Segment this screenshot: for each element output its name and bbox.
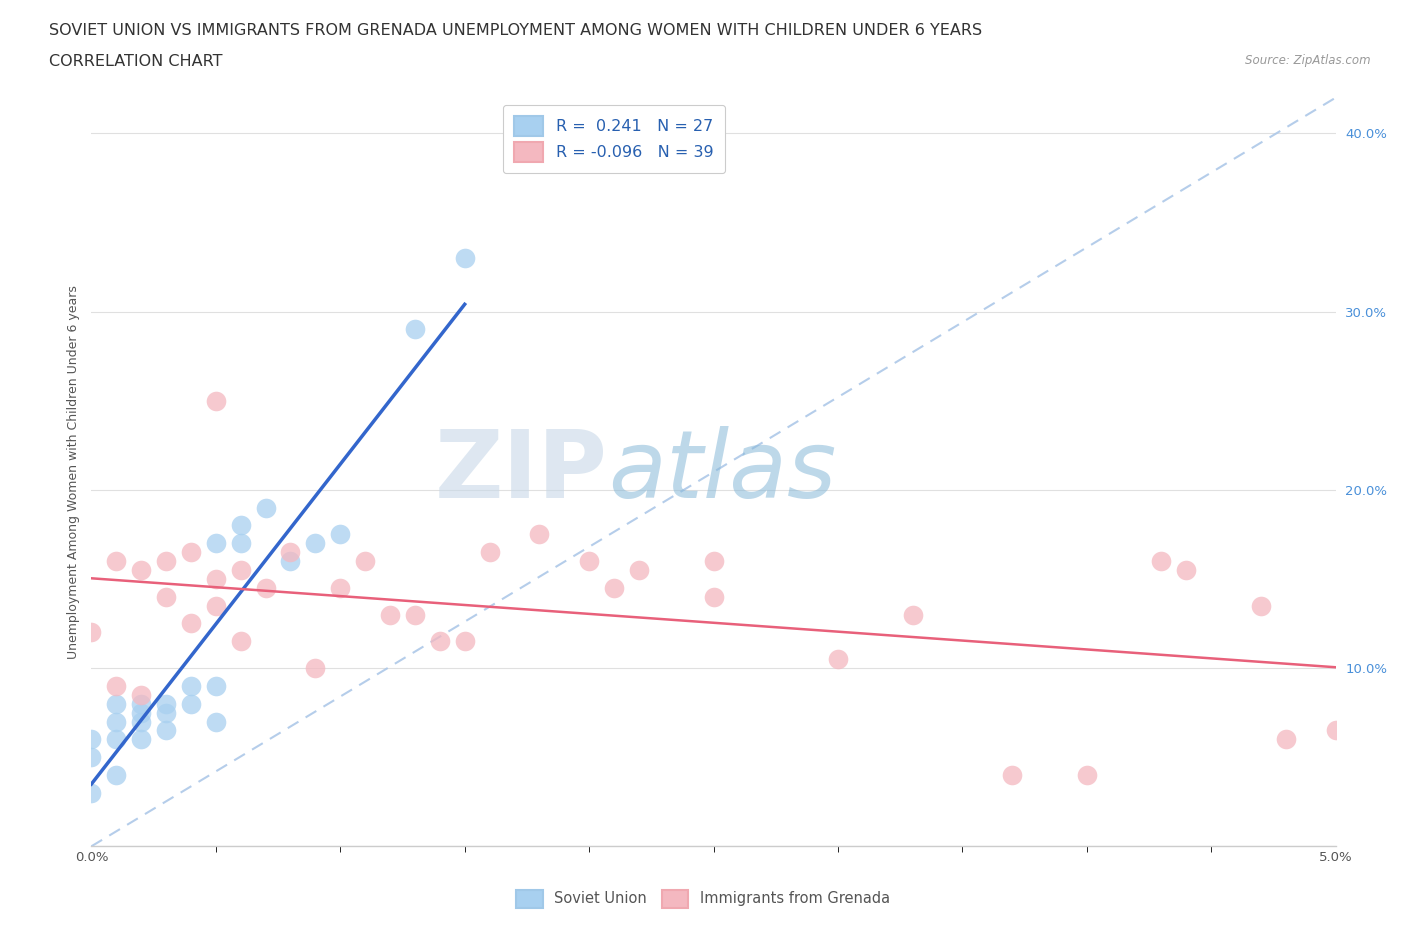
Point [329, 527, 352, 542]
Point [205, 679, 228, 694]
Point [404, 607, 426, 622]
Point [254, 580, 277, 595]
Point [280, 553, 302, 568]
Point [155, 590, 177, 604]
Point [105, 732, 128, 747]
Point [1250, 598, 1272, 613]
Point [80, 732, 103, 747]
Point [578, 553, 600, 568]
Point [1076, 767, 1098, 782]
Point [80, 785, 103, 800]
Point [129, 697, 152, 711]
Point [105, 714, 128, 729]
Point [80, 625, 103, 640]
Point [229, 634, 252, 649]
Text: Source: ZipAtlas.com: Source: ZipAtlas.com [1246, 54, 1371, 67]
Point [702, 590, 725, 604]
Point [205, 598, 228, 613]
Point [627, 563, 650, 578]
Point [229, 518, 252, 533]
Point [1175, 563, 1198, 578]
Point [129, 563, 152, 578]
Point [453, 634, 475, 649]
Point [105, 767, 128, 782]
Legend: Soviet Union, Immigrants from Grenada: Soviet Union, Immigrants from Grenada [510, 884, 896, 913]
Point [1150, 553, 1173, 568]
Point [155, 723, 177, 737]
Point [254, 500, 277, 515]
Point [304, 536, 326, 551]
Point [129, 705, 152, 720]
Point [378, 607, 401, 622]
Point [453, 251, 475, 266]
Point [901, 607, 924, 622]
Point [129, 687, 152, 702]
Point [229, 536, 252, 551]
Point [180, 679, 202, 694]
Point [603, 580, 626, 595]
Point [1275, 732, 1298, 747]
Point [155, 553, 177, 568]
Text: ZIP: ZIP [434, 426, 607, 518]
Point [180, 616, 202, 631]
Point [1001, 767, 1024, 782]
Point [1324, 723, 1347, 737]
Point [180, 545, 202, 560]
Y-axis label: Unemployment Among Women with Children Under 6 years: Unemployment Among Women with Children U… [67, 285, 80, 659]
Point [702, 553, 725, 568]
Point [105, 553, 128, 568]
Point [329, 580, 352, 595]
Point [404, 322, 426, 337]
Point [205, 714, 228, 729]
Point [478, 545, 501, 560]
Point [129, 714, 152, 729]
Point [155, 697, 177, 711]
Point [105, 697, 128, 711]
Point [429, 634, 451, 649]
Point [229, 563, 252, 578]
Text: atlas: atlas [607, 427, 837, 517]
Point [354, 553, 377, 568]
Point [205, 571, 228, 587]
Text: CORRELATION CHART: CORRELATION CHART [49, 54, 222, 69]
Point [155, 705, 177, 720]
Point [105, 679, 128, 694]
Point [180, 697, 202, 711]
Point [205, 536, 228, 551]
Point [80, 750, 103, 764]
Point [205, 393, 228, 408]
Text: SOVIET UNION VS IMMIGRANTS FROM GRENADA UNEMPLOYMENT AMONG WOMEN WITH CHILDREN U: SOVIET UNION VS IMMIGRANTS FROM GRENADA … [49, 23, 983, 38]
Point [129, 732, 152, 747]
Point [529, 527, 551, 542]
Point [304, 660, 326, 675]
Point [827, 652, 849, 667]
Point [280, 545, 302, 560]
Legend: R =  0.241   N = 27, R = -0.096   N = 39: R = 0.241 N = 27, R = -0.096 N = 39 [503, 105, 724, 173]
